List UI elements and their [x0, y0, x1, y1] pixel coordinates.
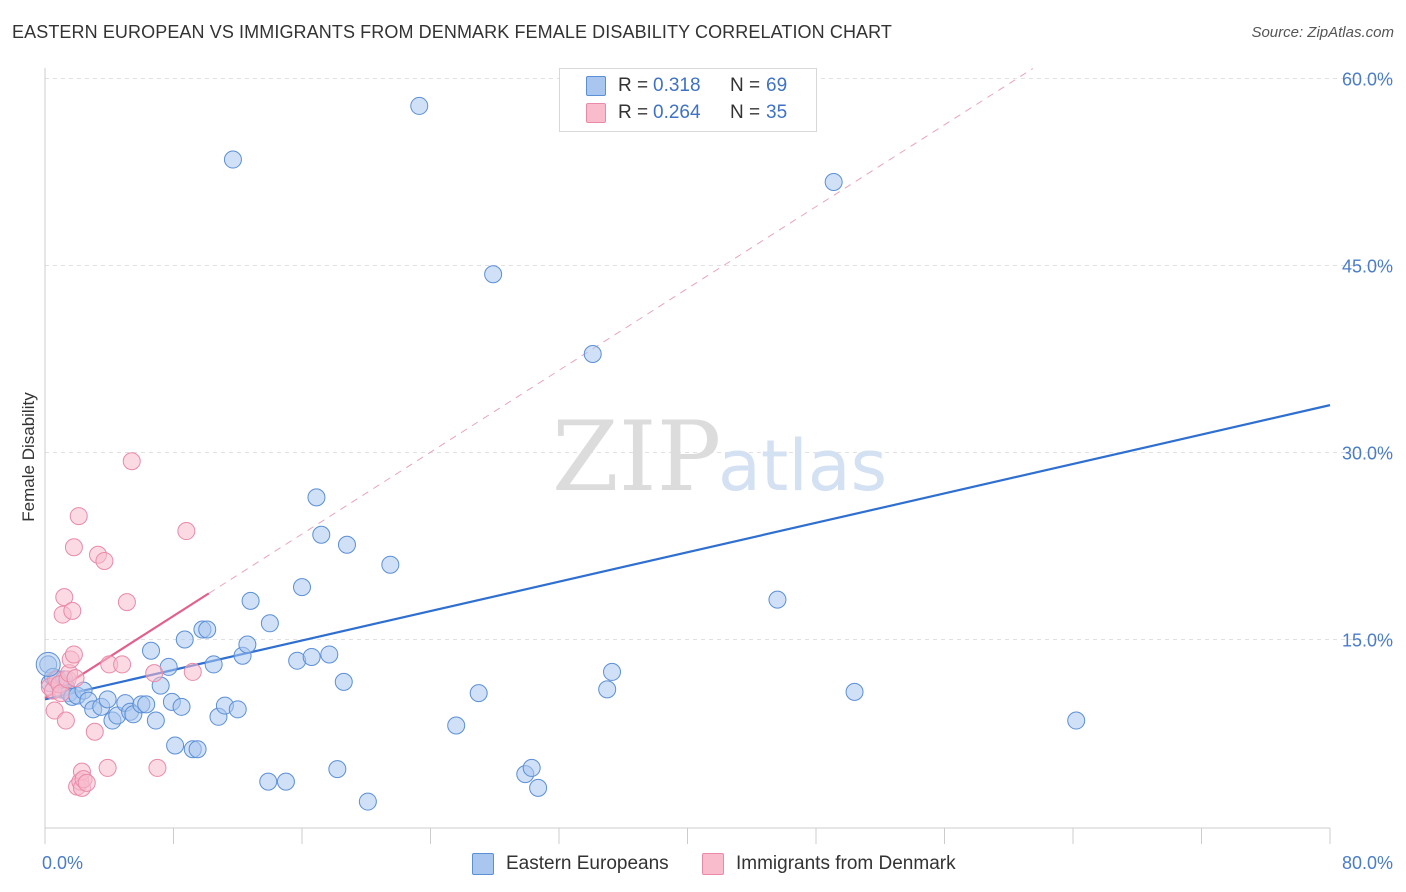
point-immigrants-from-denmark — [56, 711, 75, 730]
point-eastern-europeans — [410, 96, 429, 115]
series-legend-item-immigrants-from-denmark[interactable]: Immigrants from Denmark — [702, 850, 956, 878]
series-legend-item-eastern-europeans[interactable]: Eastern Europeans — [472, 850, 669, 878]
point-eastern-europeans — [35, 651, 61, 677]
chart-title: EASTERN EUROPEAN VS IMMIGRANTS FROM DENM… — [12, 22, 893, 42]
legend-n-label: N = — [730, 102, 761, 123]
point-eastern-europeans — [824, 172, 843, 191]
point-eastern-europeans — [312, 525, 331, 544]
trend-line-eastern-europeans — [44, 404, 1331, 701]
point-eastern-europeans — [172, 697, 191, 716]
legend-r-value: 0.318 — [653, 75, 701, 96]
series-legend-label: Immigrants from Denmark — [736, 853, 956, 874]
point-eastern-europeans — [166, 736, 185, 755]
watermark-zip: ZIP — [552, 401, 721, 513]
y-tick-label: 30.0% — [1342, 444, 1393, 464]
series-swatch-blue — [472, 853, 494, 875]
point-eastern-europeans — [188, 740, 207, 759]
point-immigrants-from-denmark — [122, 452, 141, 471]
watermark-atlas: atlas — [718, 425, 887, 507]
series-swatch-pink — [702, 853, 724, 875]
point-eastern-europeans — [198, 620, 217, 639]
point-immigrants-from-denmark — [177, 522, 196, 541]
x-tick-label: 0.0% — [42, 853, 83, 873]
point-immigrants-from-denmark — [55, 588, 74, 607]
point-immigrants-from-denmark — [98, 758, 117, 777]
legend-n-value: 35 — [766, 102, 788, 123]
trend-line-extension-immigrants-from-denmark — [208, 68, 1034, 594]
legend-swatch-blue — [586, 76, 606, 96]
point-eastern-europeans — [146, 711, 165, 730]
legend-n-label: N = — [730, 75, 761, 96]
legend-r-value: 0.264 — [653, 102, 701, 123]
legend-r-label: R = — [618, 102, 649, 123]
point-immigrants-from-denmark — [95, 551, 114, 570]
point-eastern-europeans — [98, 690, 117, 709]
point-eastern-europeans — [337, 535, 356, 554]
point-immigrants-from-denmark — [145, 664, 164, 683]
point-eastern-europeans — [484, 265, 503, 284]
point-immigrants-from-denmark — [69, 507, 88, 526]
point-eastern-europeans — [469, 684, 488, 703]
legend-r-label: R = — [618, 75, 649, 96]
point-immigrants-from-denmark — [64, 645, 83, 664]
y-tick-label: 15.0% — [1342, 631, 1393, 651]
point-eastern-europeans — [228, 700, 247, 719]
series-legend: Eastern Europeans Immigrants from Denmar… — [0, 850, 1406, 878]
point-eastern-europeans — [768, 590, 787, 609]
point-immigrants-from-denmark — [64, 538, 83, 557]
point-eastern-europeans — [320, 645, 339, 664]
point-eastern-europeans — [598, 680, 617, 699]
point-eastern-europeans — [204, 655, 223, 674]
point-immigrants-from-denmark — [63, 601, 82, 620]
point-eastern-europeans — [307, 488, 326, 507]
point-eastern-europeans — [358, 792, 377, 811]
point-eastern-europeans — [142, 641, 161, 660]
point-immigrants-from-denmark — [85, 722, 104, 741]
point-eastern-europeans — [276, 772, 295, 791]
point-immigrants-from-denmark — [66, 669, 85, 688]
point-eastern-europeans — [381, 555, 400, 574]
point-eastern-europeans — [334, 672, 353, 691]
y-axis-title: Female Disability — [19, 392, 38, 522]
point-immigrants-from-denmark — [148, 758, 167, 777]
point-eastern-europeans — [259, 772, 278, 791]
point-eastern-europeans — [603, 662, 622, 681]
point-immigrants-from-denmark — [117, 593, 136, 612]
point-eastern-europeans — [302, 647, 321, 666]
points-layer — [35, 96, 1086, 811]
y-tick-label: 60.0% — [1342, 70, 1393, 90]
point-immigrants-from-denmark — [45, 701, 64, 720]
x-tick-label: 80.0% — [1342, 853, 1393, 873]
point-eastern-europeans — [328, 760, 347, 779]
point-eastern-europeans — [260, 614, 279, 633]
point-immigrants-from-denmark — [183, 662, 202, 681]
grid-layer — [45, 78, 1390, 640]
point-eastern-europeans — [137, 695, 156, 714]
series-legend-label: Eastern Europeans — [506, 853, 669, 874]
point-eastern-europeans — [293, 578, 311, 597]
chart-source: Source: ZipAtlas.com — [1251, 24, 1394, 41]
point-immigrants-from-denmark — [77, 773, 96, 792]
point-eastern-europeans — [529, 778, 548, 797]
point-immigrants-from-denmark — [113, 655, 132, 674]
point-eastern-europeans — [845, 682, 864, 701]
point-eastern-europeans — [241, 591, 260, 610]
legend-n-value: 69 — [766, 75, 788, 96]
point-eastern-europeans — [522, 758, 541, 777]
point-eastern-europeans — [1067, 711, 1086, 730]
watermark: ZIP atlas — [552, 401, 887, 513]
point-eastern-europeans — [175, 630, 194, 649]
labels-layer: 15.0% 30.0% 45.0% 60.0% 0.0% 80.0% — [42, 70, 1393, 874]
point-eastern-europeans — [583, 345, 602, 364]
point-eastern-europeans — [447, 716, 466, 735]
legend-swatch-pink — [586, 103, 606, 123]
point-eastern-europeans — [223, 150, 242, 169]
point-eastern-europeans — [238, 635, 257, 654]
axes-layer — [44, 68, 1331, 844]
y-tick-label: 45.0% — [1342, 257, 1393, 277]
correlation-legend: R = 0.318 N = 69 R = 0.264 N = 35 — [559, 68, 817, 132]
